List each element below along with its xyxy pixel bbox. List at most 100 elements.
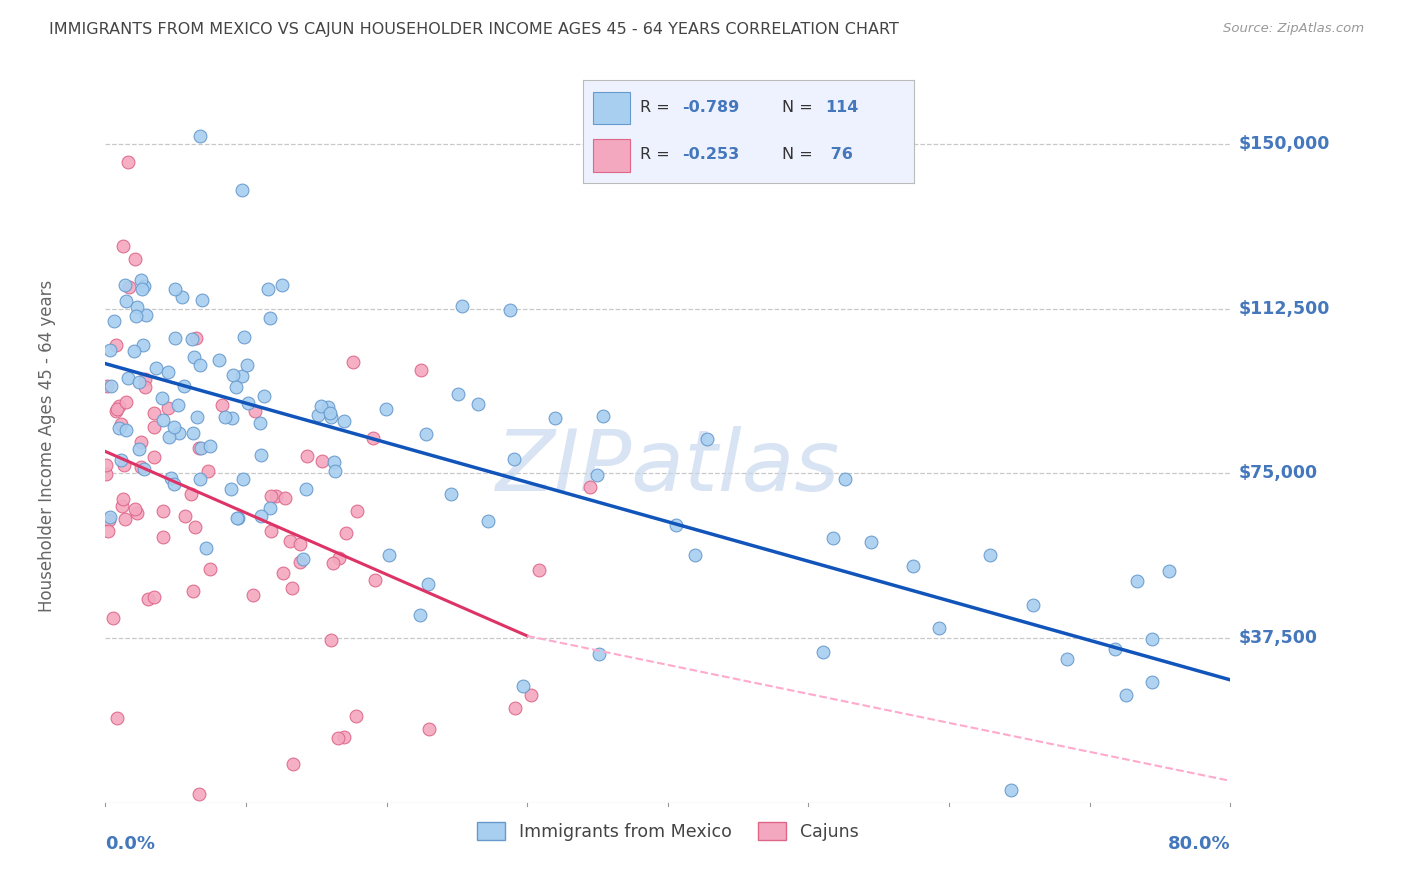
Point: [188, 441, 211, 455]
Point: [195, 541, 218, 556]
Point: [377, 548, 399, 562]
Point: [821, 531, 844, 545]
Point: [180, 332, 202, 346]
Point: [110, 453, 132, 467]
Point: [290, 537, 312, 551]
Point: [578, 480, 600, 494]
Point: [159, 471, 181, 485]
Text: Householder Income Ages 45 - 64 years: Householder Income Ages 45 - 64 years: [38, 280, 56, 612]
Point: [132, 278, 155, 293]
Point: [221, 368, 243, 383]
Point: [325, 464, 347, 478]
Point: [333, 414, 356, 428]
Point: [295, 449, 318, 463]
Point: [143, 590, 166, 604]
Point: [683, 548, 706, 562]
Point: [96, 379, 118, 393]
Point: [211, 398, 233, 412]
Point: [326, 731, 349, 745]
Text: $75,000: $75,000: [1239, 465, 1317, 483]
Point: [903, 558, 925, 573]
Point: [188, 359, 211, 373]
Point: [98, 343, 121, 357]
Point: [1115, 688, 1137, 702]
Text: $112,500: $112,500: [1239, 300, 1330, 318]
Point: [281, 581, 304, 595]
Point: [198, 439, 221, 453]
Point: [135, 309, 157, 323]
Point: [311, 454, 333, 468]
Point: [588, 647, 610, 661]
Point: [231, 368, 253, 383]
Point: [499, 302, 522, 317]
Text: R =: R =: [640, 101, 675, 115]
Point: [124, 501, 146, 516]
Point: [409, 607, 432, 622]
Point: [111, 492, 134, 507]
Point: [1056, 652, 1078, 666]
Point: [440, 487, 463, 501]
Point: [108, 399, 131, 413]
Point: [167, 398, 190, 412]
Point: [520, 689, 543, 703]
Text: -0.789: -0.789: [683, 101, 740, 115]
Point: [96, 458, 118, 472]
Text: N =: N =: [782, 101, 818, 115]
Point: [186, 410, 208, 425]
Point: [1140, 675, 1163, 690]
Point: [665, 517, 688, 532]
Point: [418, 723, 440, 737]
Point: [174, 508, 197, 523]
Point: [1022, 598, 1045, 612]
Point: [188, 787, 211, 801]
Text: 76: 76: [825, 146, 852, 161]
Text: N =: N =: [782, 146, 818, 161]
Point: [104, 404, 127, 418]
Point: [928, 621, 950, 635]
Point: [188, 472, 211, 486]
Point: [859, 534, 882, 549]
Point: [259, 501, 281, 516]
Point: [103, 314, 125, 328]
Legend: Immigrants from Mexico, Cajuns: Immigrants from Mexico, Cajuns: [471, 815, 865, 847]
Point: [221, 411, 243, 425]
Point: [128, 442, 150, 457]
Point: [105, 402, 128, 417]
Point: [98, 509, 121, 524]
Point: [311, 399, 333, 413]
Text: -0.253: -0.253: [683, 146, 740, 161]
Point: [451, 299, 474, 313]
Point: [208, 352, 231, 367]
Point: [342, 355, 364, 369]
Point: [157, 366, 180, 380]
Point: [409, 363, 432, 377]
Point: [143, 450, 166, 465]
Point: [122, 344, 145, 359]
Point: [163, 420, 186, 434]
Text: 114: 114: [825, 101, 858, 115]
Point: [811, 645, 834, 659]
Point: [322, 556, 344, 570]
Point: [117, 154, 139, 169]
Point: [145, 361, 167, 376]
Point: [129, 273, 152, 287]
Point: [231, 183, 253, 197]
Point: [233, 330, 256, 344]
Point: [361, 431, 384, 445]
Point: [307, 409, 329, 423]
Point: [260, 524, 283, 539]
Point: [467, 396, 489, 410]
Point: [294, 482, 316, 496]
Text: 80.0%: 80.0%: [1167, 835, 1230, 853]
Point: [183, 350, 205, 364]
Point: [96, 467, 118, 481]
Point: [138, 592, 160, 607]
Point: [281, 756, 304, 771]
Point: [328, 551, 350, 566]
Point: [198, 562, 221, 576]
Point: [226, 510, 249, 524]
Point: [225, 380, 247, 394]
Point: [1000, 782, 1022, 797]
Point: [544, 411, 567, 425]
Point: [129, 459, 152, 474]
